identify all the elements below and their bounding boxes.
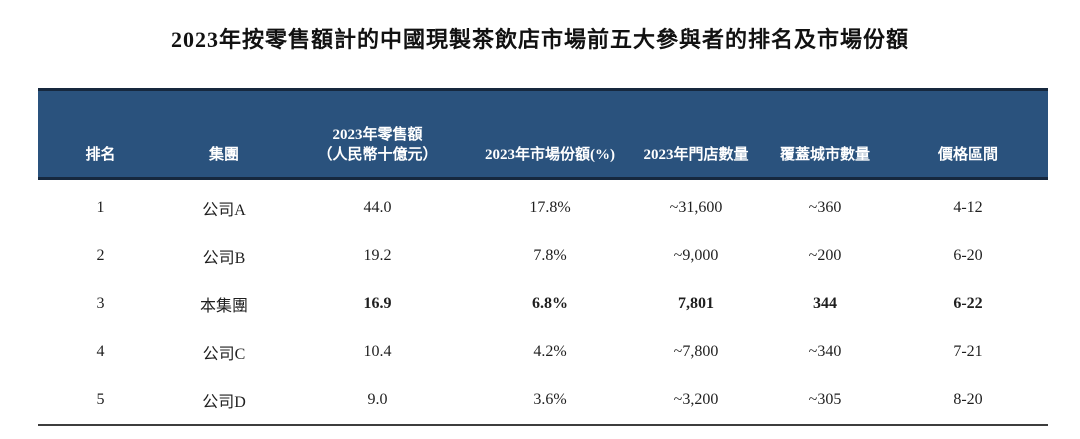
header-price-range: 價格區間 — [888, 88, 1048, 180]
cell-share: 3.6% — [533, 391, 567, 408]
cell-rank: 1 — [96, 199, 105, 216]
table-header-row: 排名 集團 2023年零售額 （人民幣十億元） 2023年市場份額(%) 202… — [38, 88, 1048, 180]
cell-rank: 2 — [96, 247, 105, 264]
cell-rank: 4 — [96, 343, 105, 360]
market-ranking-table: 排名 集團 2023年零售額 （人民幣十億元） 2023年市場份額(%) 202… — [38, 88, 1048, 426]
table-row-company-d: 5 公司D 9.0 3.6% ~3,200 ~305 8-20 — [38, 376, 1048, 425]
cell-stores: ~7,800 — [673, 343, 719, 360]
table-row-company-a: 1 公司A 44.0 17.8% ~31,600 ~360 4-12 — [38, 179, 1048, 233]
header-group: 集團 — [163, 88, 285, 180]
cell-retail: 19.2 — [363, 247, 392, 264]
header-retail-sales: 2023年零售額 （人民幣十億元） — [285, 88, 470, 180]
cell-retail: 9.0 — [367, 391, 388, 408]
market-ranking-table-container: 排名 集團 2023年零售額 （人民幣十億元） 2023年市場份額(%) 202… — [38, 88, 1048, 426]
cell-retail: 16.9 — [363, 295, 392, 312]
cell-rank: 3 — [96, 295, 105, 312]
table-row-company-b: 2 公司B 19.2 7.8% ~9,000 ~200 6-20 — [38, 232, 1048, 280]
header-store-count: 2023年門店數量 — [630, 88, 762, 180]
cell-group: 公司A — [202, 202, 246, 219]
cell-stores: ~3,200 — [673, 391, 719, 408]
cell-group: 公司C — [202, 346, 246, 363]
cell-cities: ~305 — [808, 391, 842, 408]
table-row-company-c: 4 公司C 10.4 4.2% ~7,800 ~340 7-21 — [38, 328, 1048, 376]
cell-cities: ~360 — [808, 199, 842, 216]
cell-share: 7.8% — [533, 247, 567, 264]
cell-price: 7-21 — [953, 343, 983, 360]
cell-share: 17.8% — [529, 199, 571, 216]
cell-group: 公司B — [202, 250, 246, 267]
cell-stores: ~31,600 — [669, 199, 723, 216]
cell-price: 6-22 — [953, 295, 983, 312]
cell-cities: ~340 — [808, 343, 842, 360]
header-market-share: 2023年市場份額(%) — [470, 88, 630, 180]
cell-group: 本集團 — [199, 298, 248, 315]
cell-share: 6.8% — [532, 295, 568, 312]
cell-stores: 7,801 — [678, 295, 714, 312]
cell-retail: 44.0 — [363, 199, 392, 216]
cell-rank: 5 — [96, 391, 105, 408]
page-title: 2023年按零售額計的中國現製茶飲店市場前五大參與者的排名及市場份額 — [170, 27, 909, 52]
cell-stores: ~9,000 — [673, 247, 719, 264]
cell-price: 8-20 — [953, 391, 983, 408]
header-rank: 排名 — [38, 88, 163, 180]
cell-cities: ~200 — [808, 247, 842, 264]
cell-share: 4.2% — [533, 343, 567, 360]
table-row-our-group: 3 本集團 16.9 6.8% 7,801 344 6-22 — [38, 280, 1048, 328]
cell-group: 公司D — [202, 394, 246, 411]
cell-price: 6-20 — [953, 247, 983, 264]
header-retail-sales-line2: （人民幣十億元） — [317, 146, 438, 163]
cell-price: 4-12 — [953, 199, 983, 216]
header-retail-sales-line1: 2023年零售額 — [332, 126, 423, 143]
header-city-count: 覆蓋城市數量 — [762, 88, 888, 180]
cell-cities: 344 — [813, 295, 837, 312]
cell-retail: 10.4 — [363, 343, 392, 360]
